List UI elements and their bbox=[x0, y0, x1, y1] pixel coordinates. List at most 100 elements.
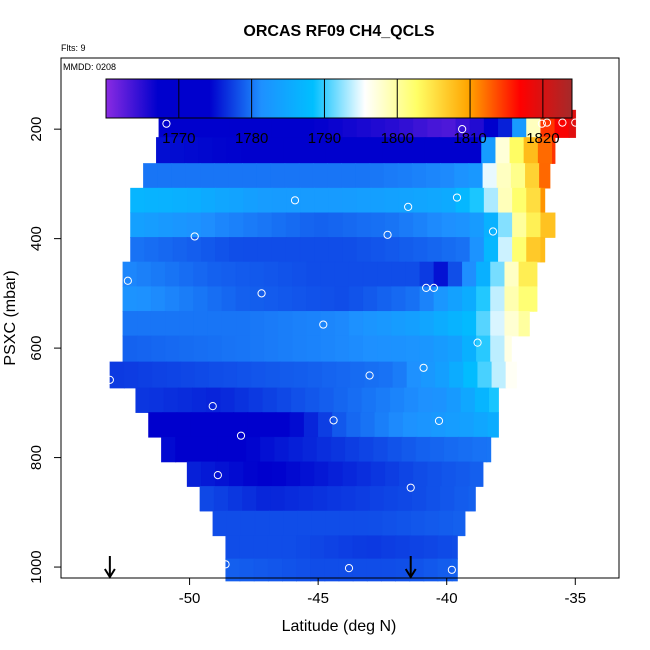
heatmap-cell bbox=[344, 436, 361, 463]
y-tick-label: 600 bbox=[28, 336, 45, 361]
heatmap-cell bbox=[271, 187, 287, 214]
heatmap-cell bbox=[186, 237, 202, 263]
heatmap-cell bbox=[200, 187, 217, 214]
heatmap-row bbox=[161, 436, 492, 463]
heatmap-cell bbox=[383, 486, 399, 512]
sample-point bbox=[236, 431, 246, 440]
heatmap-cell bbox=[348, 261, 364, 288]
sample-point bbox=[123, 276, 132, 285]
heatmap-cell bbox=[433, 335, 449, 363]
heatmap-cell bbox=[334, 311, 350, 337]
heatmap-cell bbox=[540, 187, 546, 214]
heatmap-cell bbox=[179, 261, 195, 288]
sample-point bbox=[404, 202, 413, 211]
heatmap-cell bbox=[398, 212, 415, 238]
heatmap-cell bbox=[190, 412, 206, 438]
sample-point bbox=[213, 470, 222, 480]
heatmap-cell bbox=[217, 436, 233, 463]
heatmap-cell bbox=[362, 286, 379, 312]
heatmap-cell bbox=[176, 412, 192, 438]
heatmap-cell bbox=[193, 286, 209, 312]
heatmap-cell bbox=[348, 286, 364, 312]
heatmap-cell bbox=[206, 387, 222, 413]
heatmap-cell bbox=[377, 261, 393, 288]
heatmap-cell bbox=[123, 361, 139, 389]
heatmap-cell bbox=[441, 461, 457, 487]
heatmap-cell bbox=[243, 187, 259, 214]
heatmap-cell bbox=[374, 412, 390, 438]
heatmap-cell bbox=[476, 261, 492, 288]
sample-point bbox=[162, 119, 171, 128]
heatmap-cell bbox=[274, 436, 290, 463]
heatmap-cell bbox=[283, 137, 299, 164]
heatmap-cell bbox=[186, 212, 202, 238]
heatmap-cell bbox=[458, 436, 474, 463]
heatmap-cell bbox=[150, 286, 166, 312]
heatmap-cell bbox=[488, 387, 499, 413]
plot-frame bbox=[60, 57, 620, 579]
sample-point bbox=[105, 375, 114, 384]
heatmap-cell bbox=[454, 486, 470, 512]
heatmap-cell bbox=[267, 535, 283, 560]
heatmap-cell bbox=[510, 163, 526, 189]
heatmap-cell bbox=[532, 286, 538, 312]
colorbar-fill bbox=[105, 78, 573, 119]
y-axis: 200 400 600 800 1000 bbox=[28, 117, 61, 584]
heatmap-cell bbox=[325, 510, 341, 537]
heatmap-cell bbox=[526, 212, 542, 238]
sample-point bbox=[208, 402, 217, 411]
heatmap-cell bbox=[330, 436, 346, 463]
heatmap-cell bbox=[509, 137, 525, 164]
y-axis-label: PSXC (mbar) bbox=[2, 270, 19, 365]
heatmap-cell bbox=[271, 461, 287, 487]
heatmap-cell bbox=[384, 212, 400, 238]
heatmap-cell bbox=[334, 286, 350, 312]
y-tick-label: 800 bbox=[28, 445, 45, 470]
heatmap-cell bbox=[248, 387, 264, 413]
heatmap-cell bbox=[438, 510, 454, 537]
heatmap-cell bbox=[215, 212, 231, 238]
chart-title: ORCAS RF09 CH4_QCLS bbox=[243, 23, 434, 40]
heatmap-cell bbox=[193, 261, 209, 288]
heatmap-cell bbox=[130, 212, 146, 238]
heatmap-cell bbox=[362, 261, 379, 288]
heatmap-cell bbox=[276, 387, 292, 413]
heatmap-cell bbox=[366, 535, 382, 560]
heatmap-cell bbox=[384, 187, 400, 214]
heatmap-cell bbox=[256, 163, 272, 189]
heatmap-cell bbox=[380, 535, 397, 560]
heatmap-cell bbox=[257, 461, 273, 487]
heatmap-cell bbox=[369, 163, 385, 189]
heatmap-cell bbox=[425, 163, 442, 189]
heatmap-cell bbox=[245, 436, 262, 463]
heatmap-cell bbox=[427, 212, 443, 238]
heatmap-cell bbox=[355, 486, 371, 512]
heatmap-cell bbox=[290, 387, 307, 413]
heatmap-cell bbox=[406, 361, 422, 389]
heatmap-cell bbox=[249, 335, 265, 363]
heatmap-row bbox=[122, 335, 512, 363]
heatmap-cell bbox=[256, 486, 272, 512]
heatmap-cell bbox=[172, 187, 188, 214]
flights-label: Flts: 9 bbox=[61, 43, 86, 53]
heatmap-cell bbox=[136, 261, 152, 288]
heatmap-cell bbox=[229, 187, 245, 214]
heatmap-cell bbox=[477, 361, 493, 389]
heatmap-row bbox=[212, 510, 466, 537]
heatmap-cell bbox=[413, 461, 429, 487]
x-tick-label: -40 bbox=[436, 590, 458, 607]
heatmap-cell bbox=[275, 412, 291, 438]
heatmap-cell bbox=[312, 163, 328, 189]
heatmap-cell bbox=[504, 261, 520, 288]
heatmap-cell bbox=[398, 237, 415, 263]
heatmap-cell bbox=[419, 311, 435, 337]
heatmap-cell bbox=[306, 335, 322, 363]
colorbar-tick-label: 1770 bbox=[162, 130, 195, 147]
heatmap-cell bbox=[263, 335, 280, 363]
heatmap-cell bbox=[405, 335, 421, 363]
colorbar-tick-label: 1780 bbox=[235, 130, 268, 147]
heatmap-cell bbox=[324, 535, 340, 560]
heatmap-cell bbox=[227, 486, 244, 512]
heatmap-row bbox=[225, 558, 458, 582]
heatmap-cell bbox=[271, 237, 287, 263]
